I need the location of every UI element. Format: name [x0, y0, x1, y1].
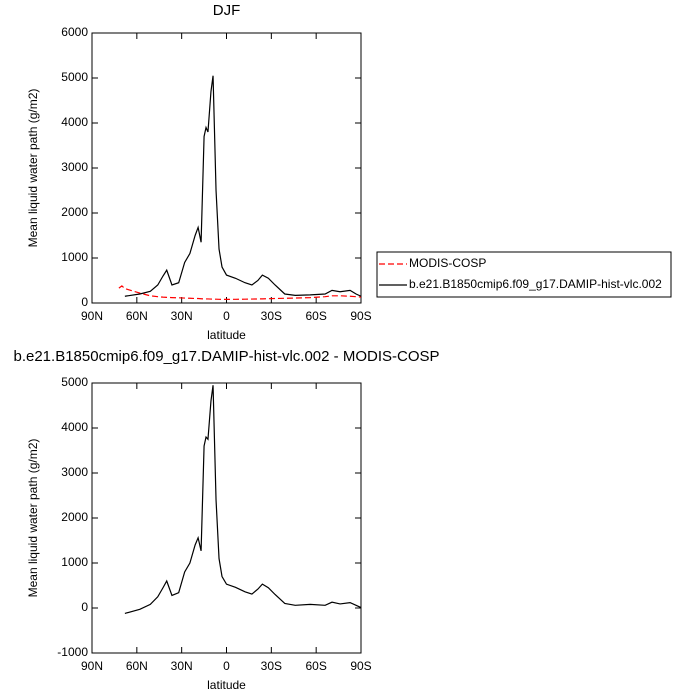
y-tick-label: 5000 [61, 70, 88, 84]
data-line [124, 75, 362, 297]
y-tick-label: 5000 [61, 375, 88, 389]
x-tick-label: 60N [126, 309, 148, 323]
y-tick-label: 2000 [61, 205, 88, 219]
x-tick-label: 30S [261, 309, 282, 323]
x-tick-label: 60N [126, 659, 148, 673]
y-tick-label: 4000 [61, 420, 88, 434]
x-tick-label: 0 [223, 309, 230, 323]
y-tick-label: 0 [81, 295, 88, 309]
x-tick-label: 90S [350, 659, 371, 673]
y-tick-label: 0 [81, 600, 88, 614]
x-tick-label: 90S [350, 309, 371, 323]
y-tick-label: 4000 [61, 115, 88, 129]
x-tick-label: 0 [223, 659, 230, 673]
y-tick-label: -1000 [57, 645, 88, 659]
data-line [124, 385, 362, 614]
y-axis-label: Mean liquid water path (g/m2) [26, 89, 40, 248]
plot-frame [91, 32, 362, 304]
legend-box [376, 251, 672, 298]
y-tick-label: 3000 [61, 160, 88, 174]
x-tick-label: 60S [305, 309, 326, 323]
y-tick-label: 3000 [61, 465, 88, 479]
y-tick-label: 1000 [61, 250, 88, 264]
x-tick-label: 90N [81, 309, 103, 323]
x-tick-label: 30N [171, 659, 193, 673]
chart-title: DJF [213, 2, 241, 19]
x-tick-label: 90N [81, 659, 103, 673]
data-line [118, 285, 362, 300]
legend-label: MODIS-COSP [409, 256, 486, 270]
y-tick-label: 1000 [61, 555, 88, 569]
y-tick-label: 6000 [61, 25, 88, 39]
x-tick-label: 60S [305, 659, 326, 673]
chart-title: b.e21.B1850cmip6.f09_g17.DAMIP-hist-vlc.… [13, 348, 439, 365]
x-tick-label: 30N [171, 309, 193, 323]
legend-label: b.e21.B1850cmip6.f09_g17.DAMIP-hist-vlc.… [409, 277, 662, 291]
y-axis-label: Mean liquid water path (g/m2) [26, 439, 40, 598]
x-axis-label: latitude [207, 678, 246, 692]
x-tick-label: 30S [261, 659, 282, 673]
y-tick-label: 2000 [61, 510, 88, 524]
x-axis-label: latitude [207, 328, 246, 342]
plot-frame [91, 382, 362, 654]
